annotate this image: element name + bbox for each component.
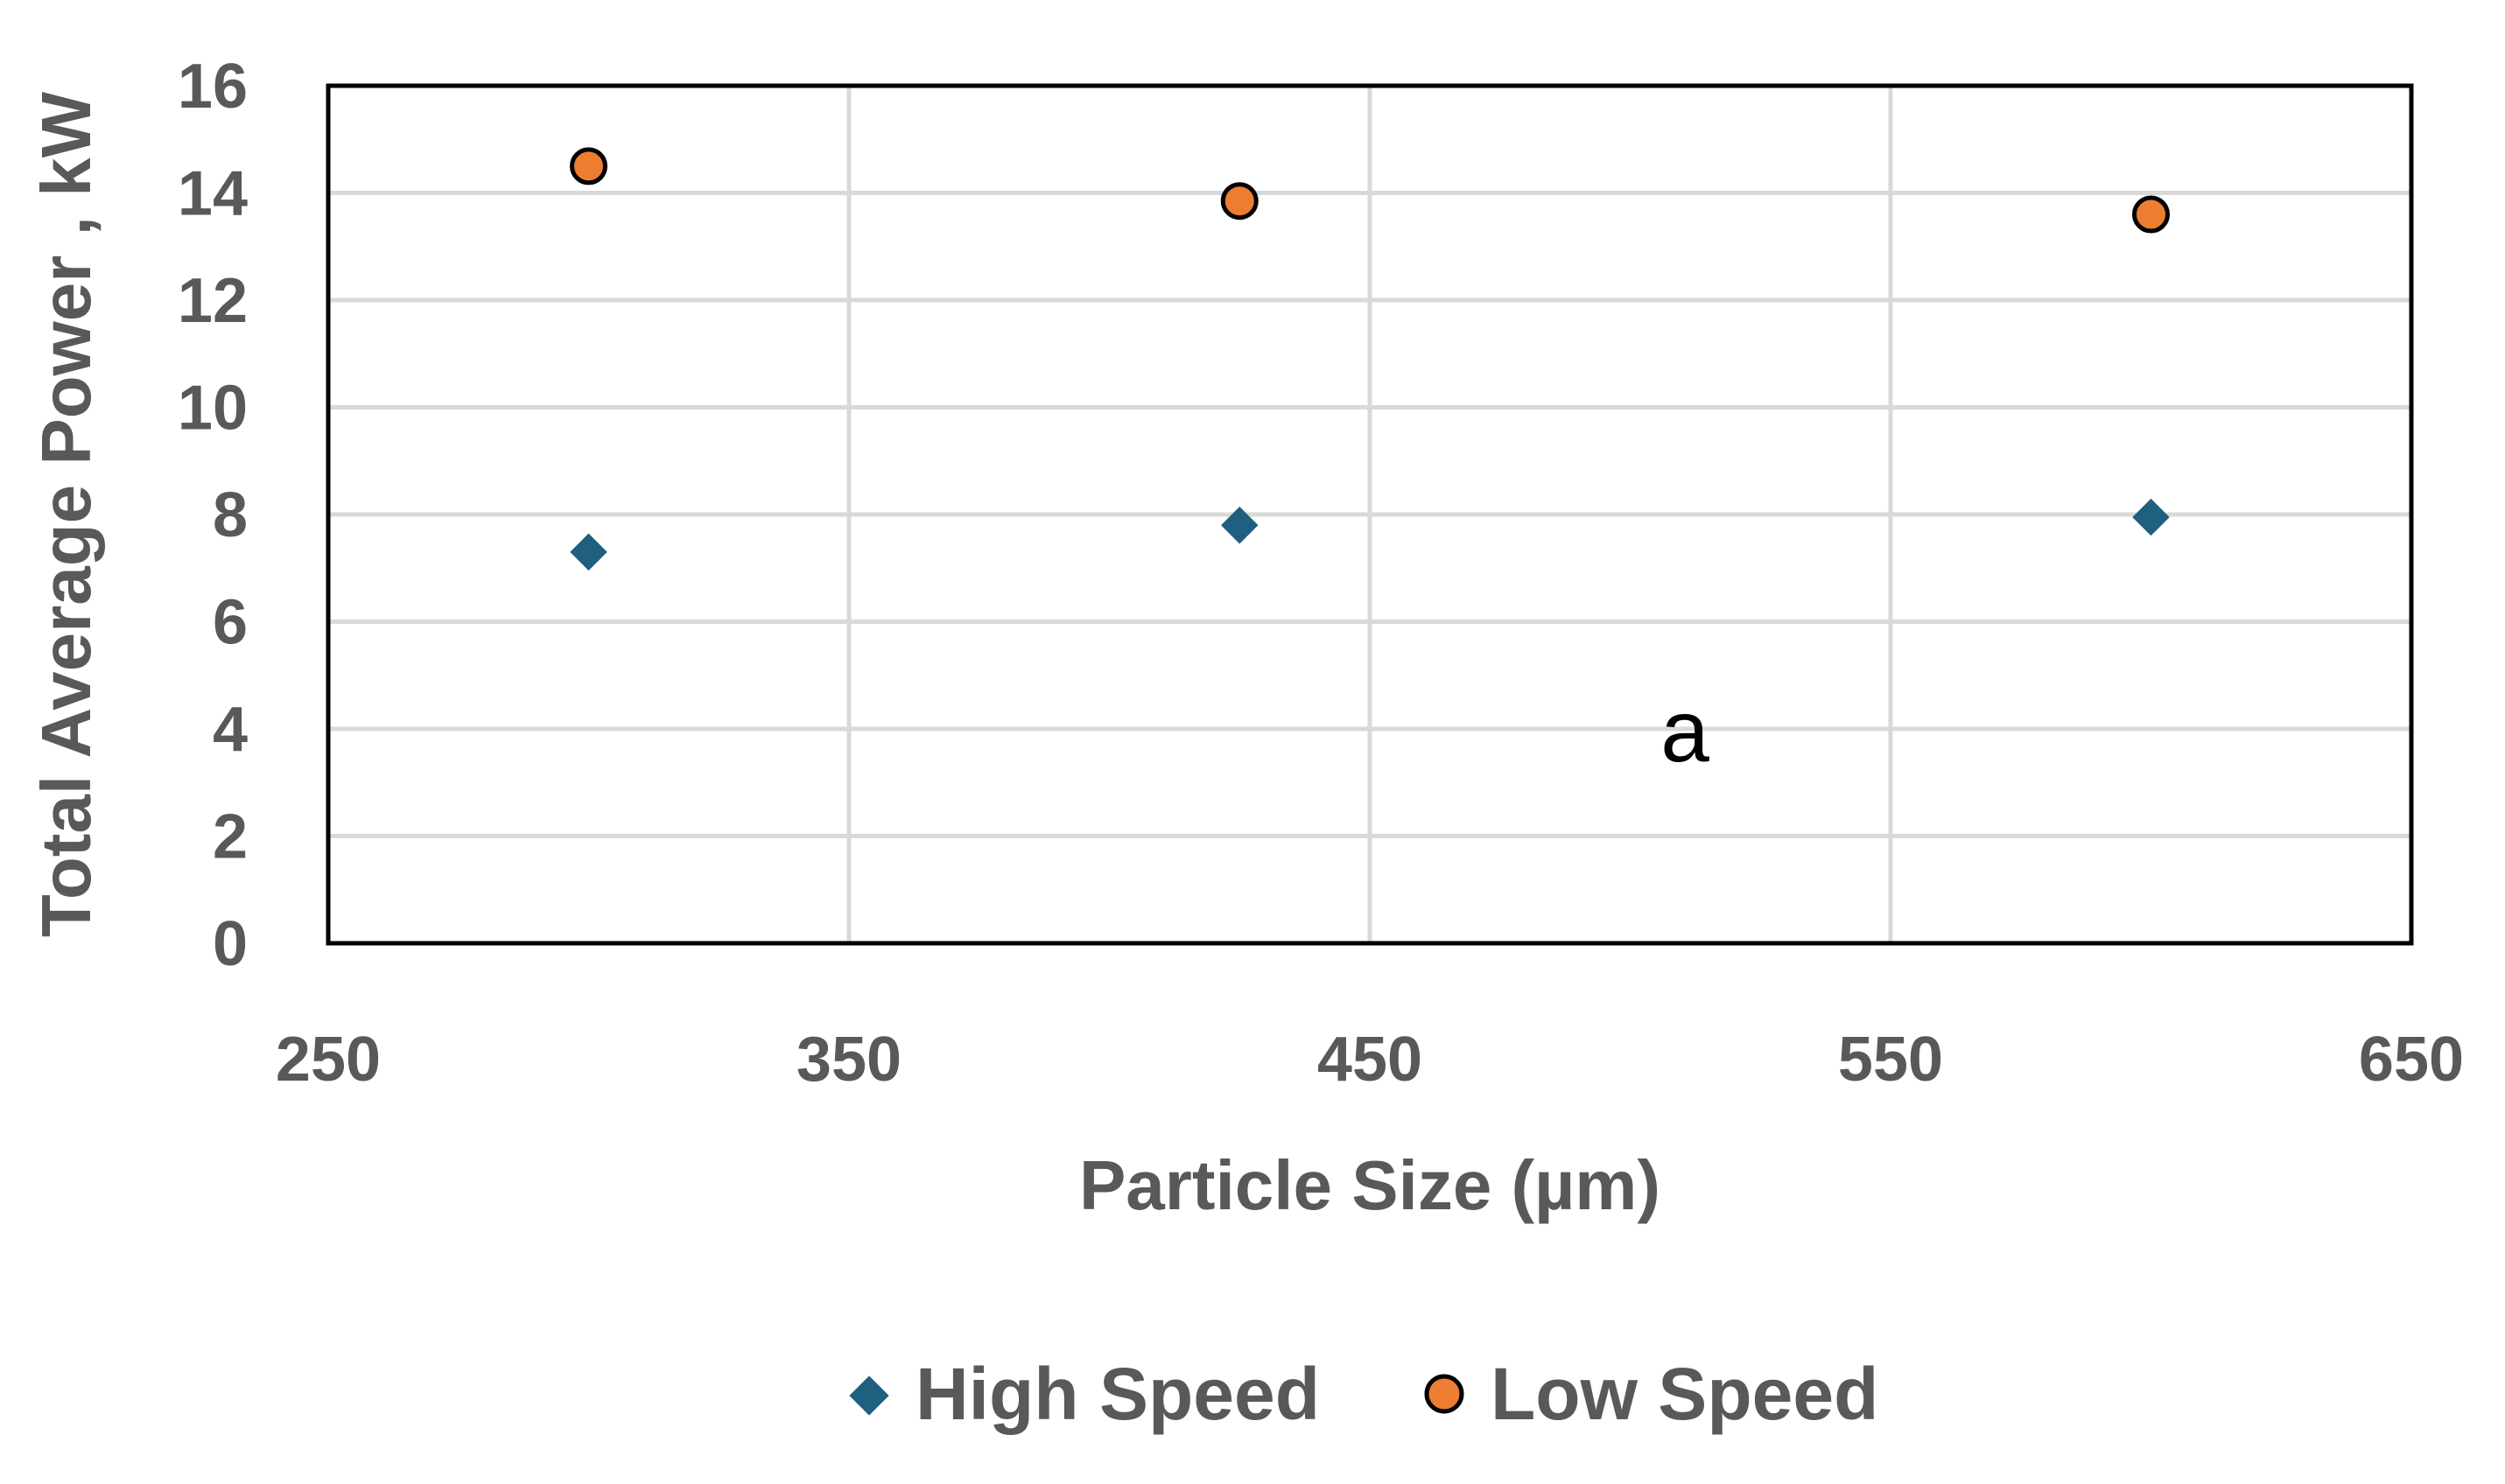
data-point-low-speed	[570, 147, 607, 186]
data-point-high-speed	[570, 533, 607, 571]
x-tick-label: 250	[276, 1025, 381, 1095]
legend-label-low-speed: Low Speed	[1491, 1353, 1878, 1435]
x-tick-label: 550	[1838, 1025, 1943, 1095]
legend-circle-icon	[1424, 1374, 1464, 1414]
y-tick-label: 2	[213, 802, 248, 872]
annotation-label: a	[1660, 682, 1709, 780]
x-tick-label: 650	[2359, 1025, 2464, 1095]
y-axis-ticks: 0 2 4 6 8 10 12 14 16	[178, 52, 248, 979]
legend-item-low-speed: Low Speed	[1424, 1353, 1878, 1435]
legend-label-high-speed: High Speed	[916, 1353, 1320, 1435]
data-point-high-speed	[1221, 507, 1259, 544]
data-point-low-speed	[1220, 182, 1259, 220]
legend-diamond-icon	[849, 1376, 889, 1416]
data-point-high-speed	[2132, 498, 2170, 536]
y-tick-label: 10	[178, 374, 248, 444]
y-tick-label: 16	[178, 52, 248, 122]
x-tick-label: 450	[1317, 1025, 1422, 1095]
y-tick-label: 12	[178, 266, 248, 336]
x-axis-title: Particle Size (µm)	[1079, 1146, 1660, 1224]
plot-area-frame	[326, 83, 2414, 946]
y-tick-label: 14	[178, 159, 248, 229]
y-tick-label: 0	[213, 909, 248, 979]
legend: High Speed Low Speed	[849, 1353, 1878, 1435]
x-axis-ticks: 250 350 450 550 650	[276, 1025, 2464, 1095]
grid-lines	[328, 86, 2411, 943]
y-tick-label: 6	[213, 588, 248, 658]
y-axis-title: Total Average Power , kW	[27, 91, 105, 937]
data-point-low-speed	[2132, 195, 2170, 234]
y-tick-label: 8	[213, 480, 248, 550]
legend-item-high-speed: High Speed	[849, 1353, 1320, 1435]
y-tick-label: 4	[213, 695, 248, 765]
x-tick-label: 350	[796, 1025, 902, 1095]
